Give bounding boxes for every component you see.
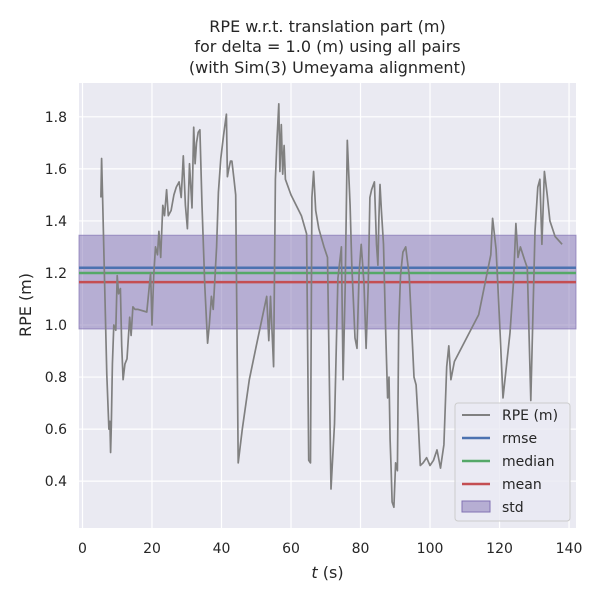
x-tick-label: 140 (556, 541, 583, 557)
x-tick-labels: 0 20 40 60 80 100 120 140 (78, 541, 582, 557)
legend-std-swatch (461, 500, 491, 513)
y-tick-labels: 0.4 0.6 0.8 1.0 1.2 1.4 1.6 1.8 (45, 110, 67, 490)
y-tick-label: 0.4 (45, 474, 67, 490)
x-tick-label: 80 (352, 541, 370, 557)
y-tick-label: 1.6 (45, 162, 67, 178)
y-tick-label: 1.2 (45, 266, 67, 282)
rpe-series-line (100, 102, 563, 509)
x-tick-label: 0 (78, 541, 87, 557)
legend-median-label: median (502, 454, 554, 470)
legend-rpe-label: RPE (m) (502, 408, 558, 424)
x-axis-label-variable: t (311, 563, 318, 582)
legend: RPE (m) rmse median mean std (454, 402, 571, 522)
x-tick-label: 20 (143, 541, 161, 557)
y-axis-label: RPE (m) (16, 273, 35, 337)
x-tick-label: 40 (213, 541, 231, 557)
legend-rmse-label: rmse (502, 431, 537, 447)
chart-title-line-2: for delta = 1.0 (m) using all pairs (194, 37, 460, 56)
y-tick-label: 1.0 (45, 318, 67, 334)
legend-frame (454, 402, 571, 522)
chart-title-line-1: RPE w.r.t. translation part (m) (209, 17, 445, 36)
chart-title-line-3: (with Sim(3) Umeyama alignment) (189, 58, 466, 77)
y-tick-label: 0.6 (45, 422, 67, 438)
x-axis-label: t (s) (311, 563, 343, 582)
y-tick-label: 0.8 (45, 370, 67, 386)
x-axis-label-unit: (s) (318, 563, 344, 582)
x-tick-label: 120 (486, 541, 513, 557)
y-tick-label: 1.4 (45, 214, 67, 230)
legend-mean-label: mean (502, 477, 542, 493)
x-tick-label: 100 (417, 541, 444, 557)
x-tick-label: 60 (282, 541, 300, 557)
y-tick-label: 1.8 (45, 110, 67, 126)
legend-std-label: std (502, 500, 524, 516)
